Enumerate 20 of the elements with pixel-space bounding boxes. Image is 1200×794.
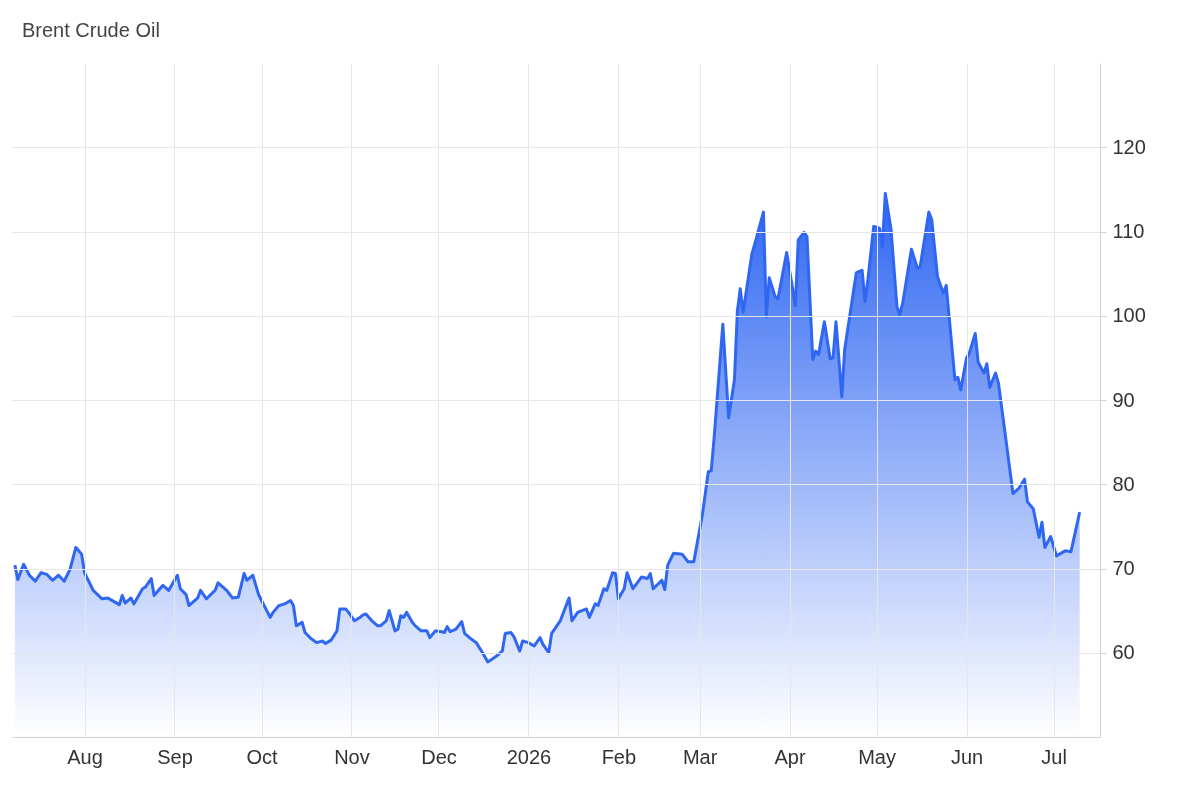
x-tick-label: Mar [682,745,718,768]
chart-title: Brent Crude Oil [22,19,160,41]
x-tick-label: May [858,745,896,768]
x-tick-label: Dec [421,745,457,768]
x-tick-label: Jul [1041,745,1067,768]
x-tick-label: Aug [67,745,103,768]
x-tick-label: Apr [774,745,806,768]
x-tick-label: Oct [246,745,279,768]
x-tick-label: Feb [601,745,637,768]
x-tick-label: Sep [157,745,193,768]
x-tick-label: 2026 [506,745,552,768]
y-tick-label: 100 [1112,304,1146,327]
x-tick-label: Nov [334,745,370,768]
y-tick-label: 60 [1112,641,1135,664]
y-tick-label: 120 [1112,135,1146,158]
y-tick-label: 70 [1112,557,1135,579]
y-tick-label: 90 [1112,388,1135,411]
y-tick-label: 80 [1112,472,1135,495]
x-tick-label: Jun [950,745,984,768]
y-tick-label: 110 [1112,220,1145,242]
